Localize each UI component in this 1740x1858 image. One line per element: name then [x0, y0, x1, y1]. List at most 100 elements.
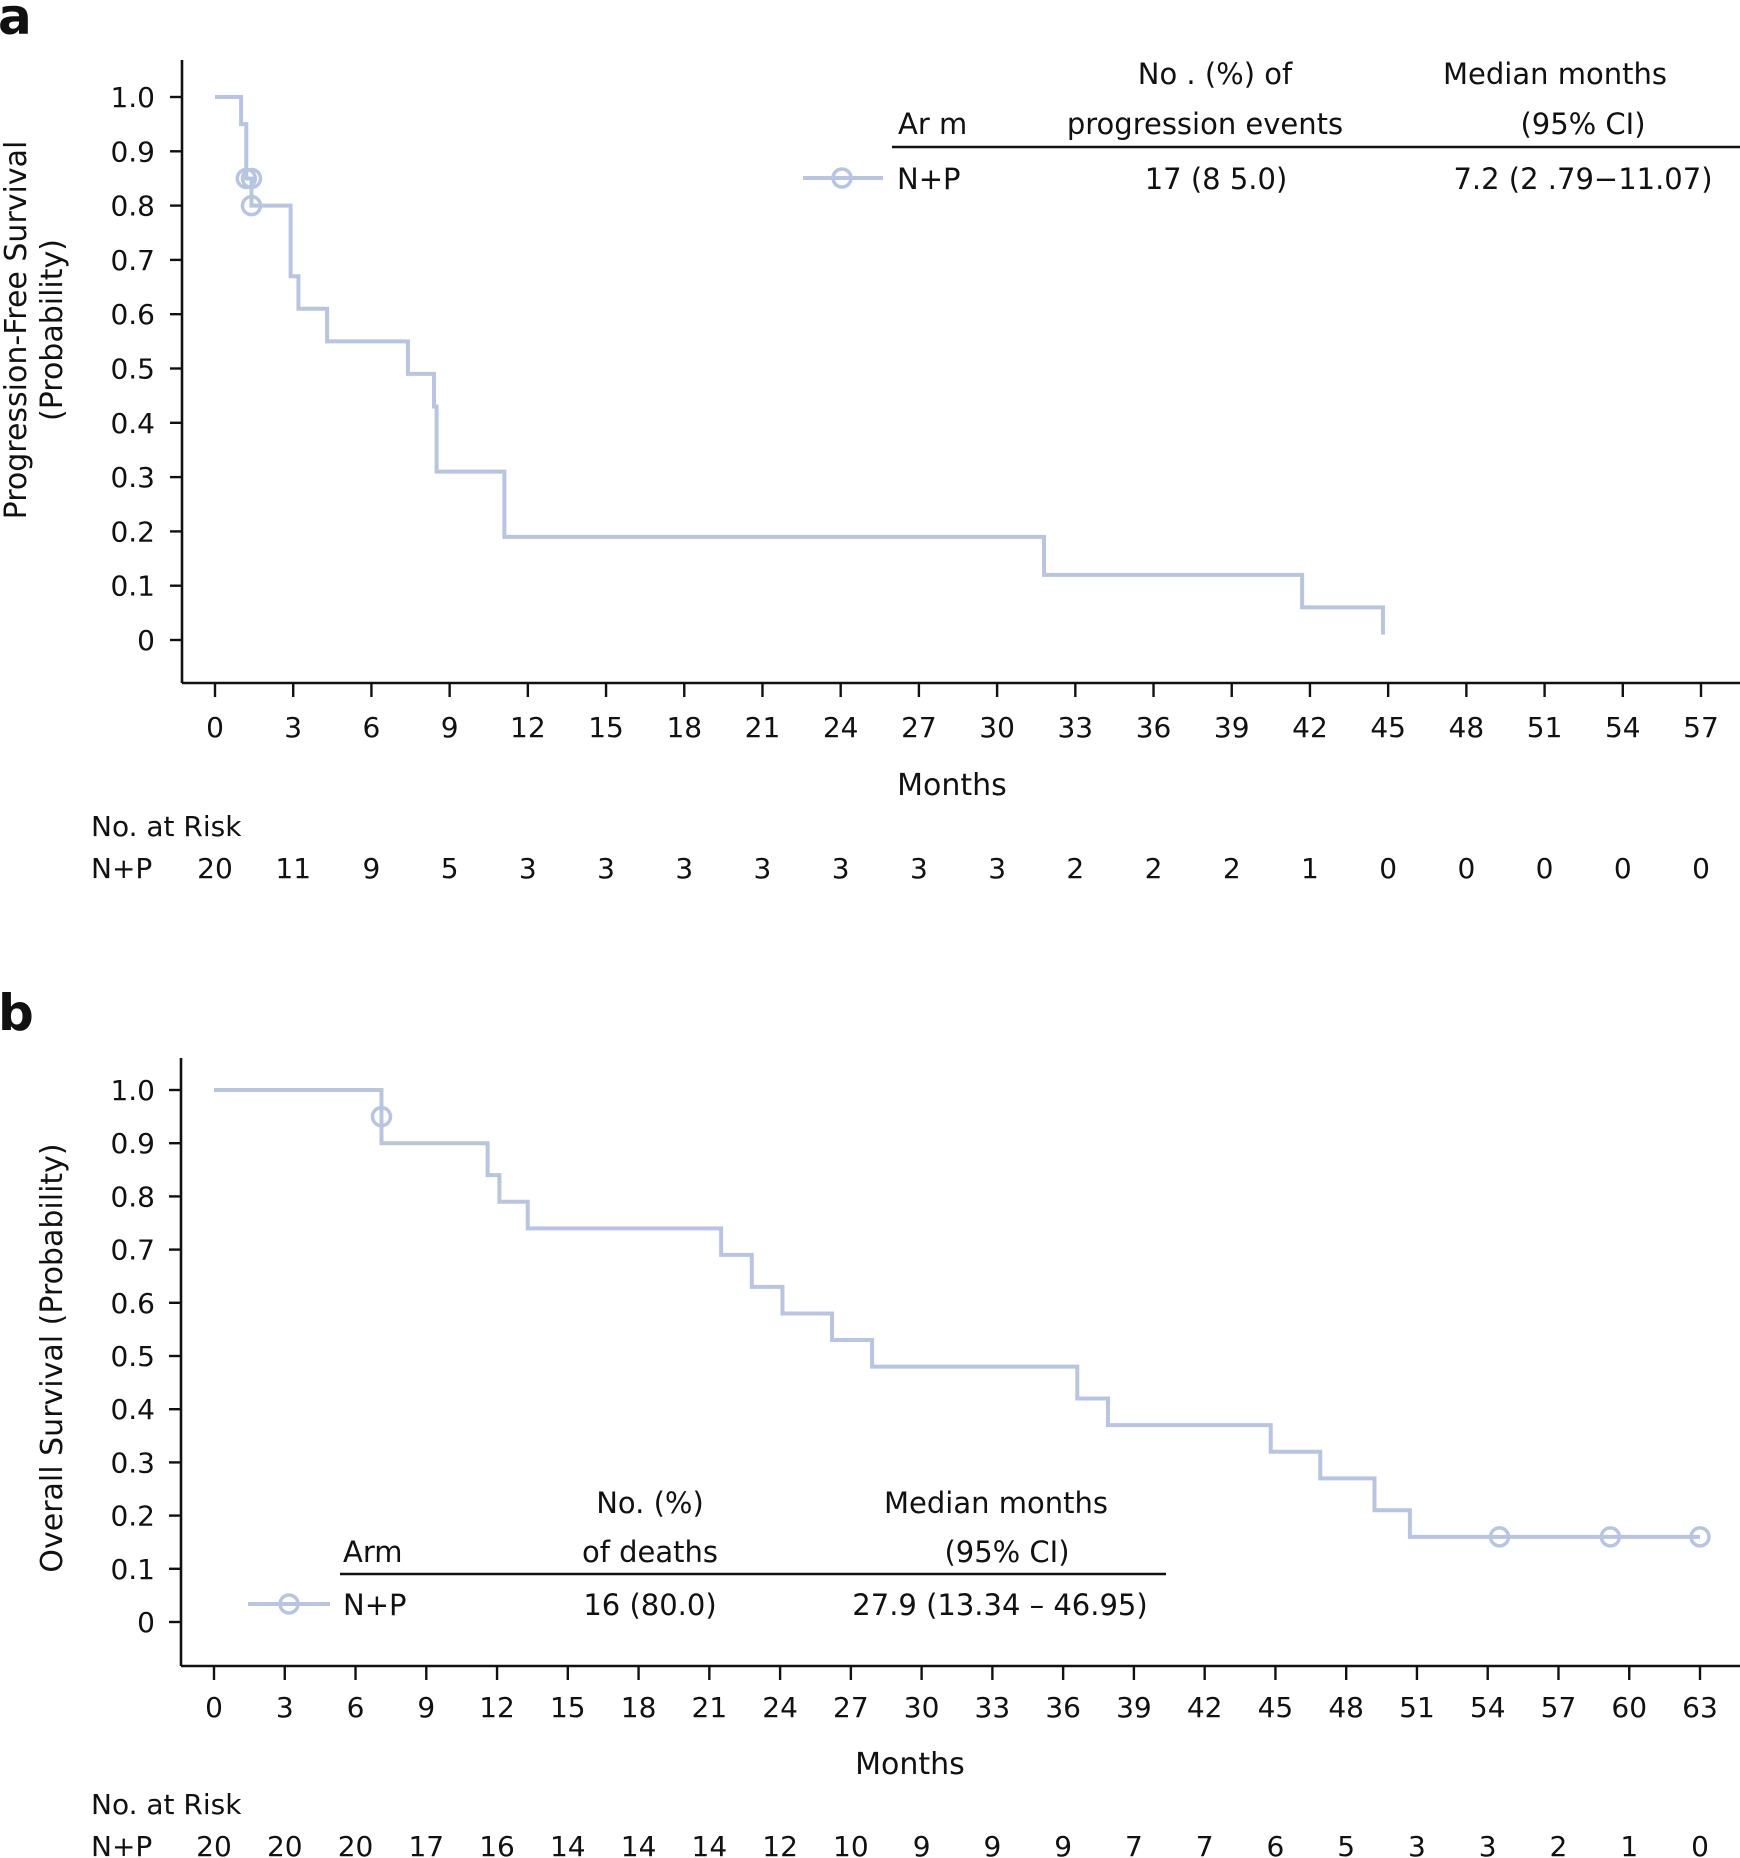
risk-count: 20	[196, 1830, 232, 1858]
risk-count: 12	[762, 1830, 798, 1858]
y-tick-label: 0.9	[110, 1127, 155, 1160]
legend-b-header-arm: Arm	[343, 1535, 403, 1569]
panel-b-os-plot: b Overall Survival (Probability) 1.0 0.9 0…	[0, 984, 1740, 1858]
x-tick-label: 9	[441, 711, 459, 744]
risk-count: 2	[1066, 852, 1084, 885]
risk-count: 3	[754, 852, 772, 885]
panel-a-pfs-plot: a Progression-Free Survival (Probability…	[0, 0, 1740, 885]
risk-count: 9	[913, 1830, 931, 1858]
risk-table-b-row-label: N+P	[91, 1830, 152, 1858]
risk-count: 0	[1614, 852, 1632, 885]
x-tick-label: 39	[1116, 1691, 1152, 1724]
x-tick-label: 9	[417, 1691, 435, 1724]
legend-a-row-median: 7.2 (2 .79−11.07)	[1453, 162, 1712, 196]
risk-count: 0	[1692, 852, 1710, 885]
x-tick-label: 42	[1292, 711, 1328, 744]
y-tick-label: 0.8	[110, 1180, 155, 1213]
legend-b-header-events-2: of deaths	[582, 1535, 718, 1569]
risk-count: 9	[983, 1830, 1001, 1858]
risk-count: 10	[833, 1830, 869, 1858]
y-tick-label: 0.7	[110, 1234, 155, 1267]
censor-marker	[240, 167, 263, 190]
x-tick-label: 24	[762, 1691, 798, 1724]
censor-marker	[1689, 1526, 1711, 1548]
risk-count: 14	[621, 1830, 657, 1858]
x-tick-label: 39	[1214, 711, 1250, 744]
y-tick-label: 0.9	[110, 135, 155, 168]
x-tick-label: 0	[206, 711, 224, 744]
x-tick-label: 51	[1399, 1691, 1435, 1724]
legend-a-header-events-2: progression events	[1067, 107, 1343, 141]
legend-a-header-events-1: No . (%) of	[1138, 57, 1293, 91]
risk-count: 16	[479, 1830, 515, 1858]
y-axis-title-a-line2: (Probability)	[35, 239, 70, 421]
risk-count: 9	[363, 852, 381, 885]
risk-count: 1	[1620, 1830, 1638, 1858]
x-tick-label: 30	[904, 1691, 940, 1724]
x-tick-label: 57	[1683, 711, 1719, 744]
risk-count: 5	[1337, 1830, 1355, 1858]
km-curve-n-p	[214, 1088, 1700, 1539]
censor-marker	[240, 194, 263, 217]
x-tick-label: 42	[1187, 1691, 1223, 1724]
risk-count: 2	[1550, 1830, 1568, 1858]
x-tick-label: 15	[550, 1691, 586, 1724]
risk-count: 20	[197, 852, 233, 885]
x-tick-label: 6	[363, 711, 381, 744]
risk-count: 1	[1301, 852, 1319, 885]
risk-count: 0	[1691, 1830, 1709, 1858]
risk-count: 17	[408, 1830, 444, 1858]
legend-b-header-median-1: Median months	[884, 1486, 1108, 1520]
legend-b-header-median-2: (95% CI)	[944, 1535, 1069, 1569]
x-tick-label: 15	[588, 711, 624, 744]
x-tick-label: 27	[901, 711, 937, 744]
x-tick-label: 12	[510, 711, 546, 744]
y-axis-title-b: Overall Survival (Probability)	[35, 1143, 70, 1572]
risk-count: 5	[441, 852, 459, 885]
legend-b-row-events: 16 (80.0)	[583, 1588, 716, 1622]
risk-count: 3	[988, 852, 1006, 885]
risk-count: 2	[1145, 852, 1163, 885]
x-tick-label: 57	[1541, 1691, 1577, 1724]
x-tick-label: 51	[1527, 711, 1563, 744]
risk-table-a-title: No. at Risk	[91, 810, 242, 843]
x-tick-label: 3	[276, 1691, 294, 1724]
x-tick-label: 6	[347, 1691, 365, 1724]
y-tick-label: 0.1	[110, 570, 155, 603]
legend-b: Arm No. (%) of deaths Median months (95%…	[248, 1486, 1166, 1622]
x-tick-label: 3	[284, 711, 302, 744]
y-tick-label: 0	[137, 1606, 155, 1639]
x-tick-label: 21	[692, 1691, 728, 1724]
risk-count: 3	[519, 852, 537, 885]
x-tick-label: 63	[1682, 1691, 1718, 1724]
y-tick-label: 1.0	[110, 81, 155, 114]
y-tick-label: 0.2	[110, 1500, 155, 1533]
risk-count: 3	[1408, 1830, 1426, 1858]
y-tick-label: 0.4	[110, 407, 155, 440]
risk-count: 0	[1457, 852, 1475, 885]
risk-count: 3	[910, 852, 928, 885]
legend-a-header-median-1: Median months	[1443, 57, 1667, 91]
y-axis-title-a: Progression-Free Survival	[0, 141, 34, 520]
x-axis-title-b: Months	[855, 1747, 965, 1782]
x-tick-label: 33	[975, 1691, 1011, 1724]
y-tick-label: 0.3	[110, 1446, 155, 1479]
x-ticks-a: 0 3 6 9 12 15 18 21 24 27 30 33 36 39 42 45 48 51 54 57	[206, 683, 1719, 744]
x-tick-label: 33	[1057, 711, 1093, 744]
panel-label-a: a	[0, 0, 32, 46]
risk-count: 7	[1125, 1830, 1143, 1858]
x-tick-label: 48	[1328, 1691, 1364, 1724]
censor-marker	[1488, 1526, 1511, 1548]
x-tick-label: 45	[1258, 1691, 1294, 1724]
y-tick-label: 0.8	[110, 190, 155, 223]
risk-count: 0	[1536, 852, 1554, 885]
risk-count: 11	[275, 852, 311, 885]
risk-count: 3	[675, 852, 693, 885]
x-tick-label: 24	[823, 711, 859, 744]
y-tick-label: 0.5	[110, 353, 155, 386]
x-tick-label: 54	[1470, 1691, 1506, 1724]
risk-table-b-title: No. at Risk	[91, 1788, 242, 1821]
risk-count: 20	[338, 1830, 374, 1858]
km-curve-n-p	[215, 95, 1385, 635]
axes-b	[179, 1058, 1740, 1668]
